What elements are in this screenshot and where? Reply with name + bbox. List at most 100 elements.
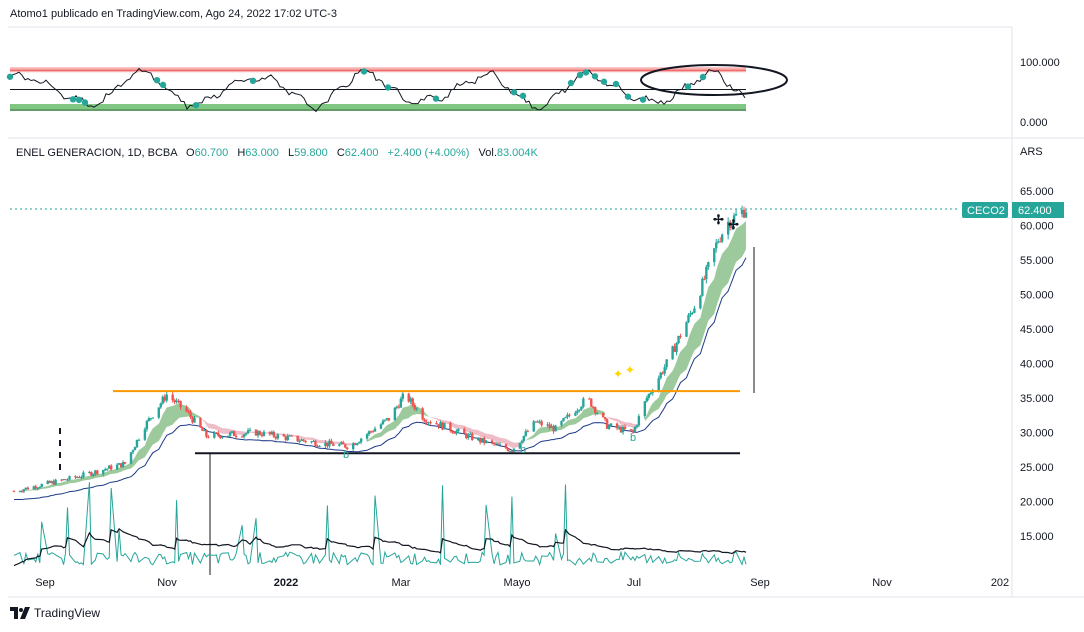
candle-body — [421, 408, 424, 420]
candle-body — [574, 412, 577, 416]
candle-body — [538, 421, 541, 423]
time-label-6: Sep — [750, 577, 770, 589]
oscillator-dot — [624, 93, 632, 100]
candle-body — [302, 439, 305, 441]
candle-body — [605, 419, 609, 429]
candle-body — [20, 491, 24, 493]
time-axis[interactable]: Sep Nov 2022 Mar Mayo Jul Sep Nov 202 — [35, 577, 1009, 589]
candle-body — [324, 442, 327, 446]
candle-body — [588, 398, 591, 400]
candle-body — [219, 435, 222, 438]
candle-body — [359, 438, 363, 443]
candle-body — [510, 450, 514, 452]
oscillator-dot — [153, 76, 161, 84]
candle-body — [165, 394, 168, 401]
candle-body — [673, 346, 676, 352]
change-value: +2.400 (+4.00%) — [388, 147, 470, 159]
candle-body — [232, 431, 236, 437]
candle-body — [675, 343, 678, 352]
candle-body — [701, 278, 704, 296]
candle-body — [482, 438, 486, 443]
candle-body — [90, 472, 93, 476]
oscillator-dot — [684, 83, 692, 90]
candle-body — [286, 436, 289, 441]
oscillator-dot — [582, 69, 590, 76]
candle-body — [189, 412, 192, 418]
close-value: 62.400 — [345, 147, 379, 159]
oscillator-dot — [600, 78, 608, 85]
oversold-band — [10, 104, 746, 109]
candle-body — [40, 483, 43, 488]
candle-body — [353, 443, 357, 445]
candle-body — [411, 398, 414, 405]
candle-body — [270, 431, 274, 435]
oscillator-pane[interactable] — [6, 64, 788, 113]
candle-body — [427, 422, 430, 424]
candle-body — [34, 486, 37, 489]
cross-icon-1: ✢ — [728, 217, 739, 232]
pane-frames — [8, 26, 1084, 598]
candle-body — [457, 428, 460, 431]
footer-brand: TradingView — [10, 606, 100, 620]
price-axis[interactable]: 65.000 60.000 55.000 50.000 45.000 40.000 35.0… — [1020, 186, 1054, 543]
candle-body — [631, 430, 635, 432]
candle-body — [633, 427, 637, 432]
last-price-tag: CECO2 62.400 — [962, 202, 1064, 218]
candle-body — [719, 241, 722, 243]
price-pane[interactable]: b b b ✦ ✦ ✢ ✢ — [10, 205, 960, 575]
ema-ribbon — [644, 220, 746, 422]
candle-body — [326, 442, 329, 447]
candle-body — [106, 468, 109, 470]
candle-body — [36, 487, 39, 489]
candle-body — [300, 439, 303, 441]
price-tick-7: 30.000 — [1020, 428, 1054, 440]
candle-body — [582, 398, 585, 407]
oscillator-dot — [510, 89, 518, 96]
price-tick-8: 25.000 — [1020, 462, 1054, 474]
candle-body — [728, 221, 732, 228]
currency-label: ARS — [1020, 146, 1043, 158]
low-value: 59.800 — [294, 147, 328, 159]
candle-body — [546, 424, 549, 426]
oscillator-dot — [81, 99, 89, 106]
candle-body — [451, 431, 454, 433]
candle-body — [314, 441, 317, 446]
cross-icon-0: ✢ — [713, 212, 724, 227]
open-label: O — [186, 147, 195, 159]
candle-body — [726, 221, 730, 235]
close-label: C — [337, 147, 345, 159]
candle-body — [566, 414, 569, 418]
candle-body — [369, 431, 373, 433]
candle-body — [596, 412, 599, 414]
candle-body — [284, 436, 287, 441]
candle-body — [344, 444, 347, 448]
candle-body — [217, 432, 220, 436]
candle-body — [227, 435, 230, 437]
candle-body — [50, 481, 53, 483]
candle-body — [256, 431, 260, 436]
oscillator-dot — [360, 68, 368, 75]
price-tick-2: 55.000 — [1020, 255, 1054, 267]
candle-body — [730, 222, 734, 228]
candle-body — [617, 426, 621, 429]
star-icon-1: ✦ — [625, 363, 635, 377]
candle-body — [48, 480, 51, 483]
candle-body — [439, 422, 442, 428]
candle-body — [524, 431, 527, 436]
candle-body — [342, 442, 345, 445]
time-label-2: 2022 — [274, 577, 298, 589]
signal-b-marker-1: b — [520, 444, 526, 456]
candle-body — [119, 463, 123, 468]
candle-body — [603, 417, 607, 420]
candle-body — [621, 426, 625, 433]
candle-body — [562, 418, 565, 422]
candle-body — [46, 480, 49, 484]
candle-body — [637, 416, 641, 426]
candle-body — [246, 430, 250, 434]
candle-body — [54, 479, 57, 485]
candle-body — [590, 398, 593, 407]
candle-body — [415, 408, 418, 410]
candle-body — [268, 431, 272, 435]
candle-body — [601, 412, 605, 418]
